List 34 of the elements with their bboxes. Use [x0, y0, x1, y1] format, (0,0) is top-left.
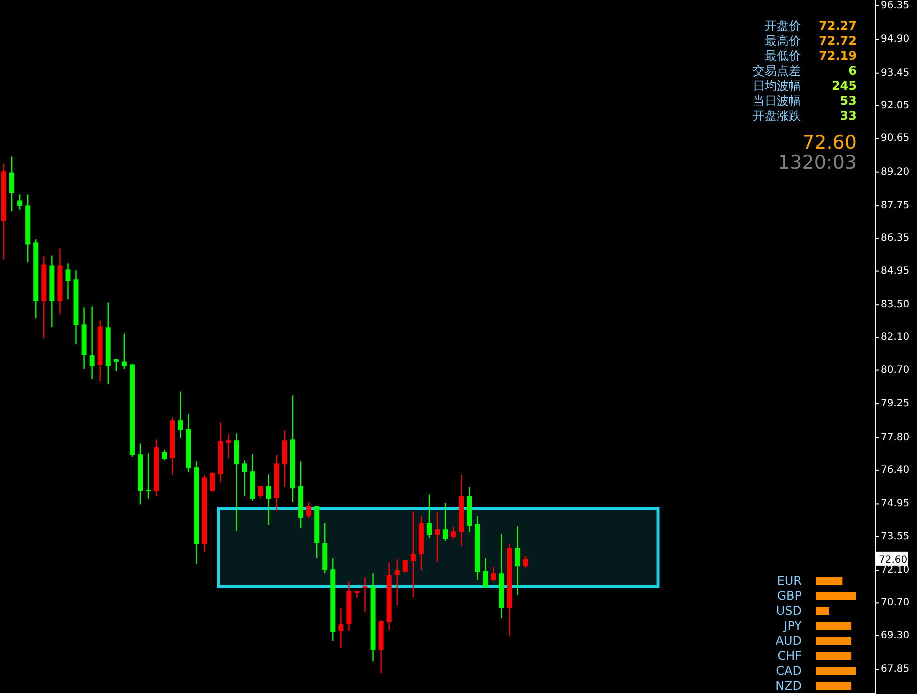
text: 日均波幅 [753, 79, 801, 93]
y-tick-label: AUD [776, 634, 802, 648]
text: 72.27 [819, 19, 857, 33]
bar [816, 577, 843, 585]
bar [816, 682, 852, 690]
text: 最低价 [765, 49, 801, 63]
text: 245 [832, 79, 857, 93]
y-tick-label: GBP [777, 589, 802, 603]
text: 当日波幅 [753, 94, 801, 108]
price-tag: 72.60 [876, 552, 908, 566]
text: 53 [840, 94, 857, 108]
text: 最高价 [765, 34, 801, 48]
y-tick-label: USD [776, 604, 802, 618]
text: 72.60 [802, 132, 857, 154]
text: 33 [840, 109, 857, 123]
bar [816, 622, 852, 630]
text: 1320:03 [778, 152, 857, 174]
text: 72.72 [819, 34, 857, 48]
text: 交易点差 [753, 64, 801, 78]
y-tick-label: EUR [777, 574, 802, 588]
text: 6 [848, 64, 857, 78]
y-tick-label: CAD [776, 664, 802, 678]
text: 开盘价 [765, 19, 801, 33]
bar [816, 652, 852, 660]
y-tick-label: CHF [778, 649, 802, 663]
bar [816, 637, 852, 645]
annotation: 72.60 [879, 554, 908, 566]
text: 开盘涨跌 [753, 109, 801, 123]
y-tick-label: JPY [783, 619, 803, 633]
bar [816, 592, 856, 600]
y-tick-label: NZD [776, 679, 802, 693]
text: 72.19 [819, 49, 857, 63]
bar [816, 607, 830, 615]
bar [816, 667, 856, 675]
